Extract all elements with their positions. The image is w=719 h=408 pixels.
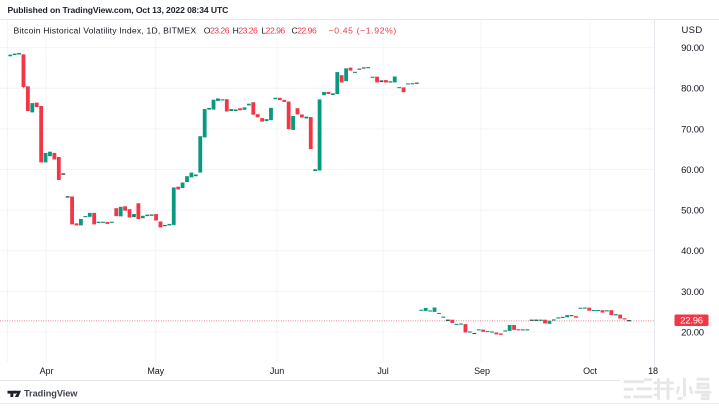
svg-text:Sep: Sep	[474, 366, 490, 376]
svg-text:Apr: Apr	[40, 366, 54, 376]
svg-text:22.96: 22.96	[680, 316, 703, 327]
svg-text:Jul: Jul	[377, 366, 388, 376]
svg-text:30.00: 30.00	[681, 287, 704, 298]
svg-text:40.00: 40.00	[681, 246, 704, 257]
svg-text:−0.45 (−1.92%): −0.45 (−1.92%)	[329, 25, 397, 35]
svg-text:C22.96: C22.96	[292, 25, 317, 35]
svg-text:70.00: 70.00	[681, 124, 704, 135]
svg-text:May: May	[147, 366, 164, 376]
svg-text:O23.26: O23.26	[204, 25, 230, 35]
svg-text:Published on TradingView.com,: Published on TradingView.com, Oct 13, 20…	[8, 5, 229, 15]
svg-text:L22.96: L22.96	[261, 25, 285, 35]
svg-text:Oct: Oct	[583, 366, 597, 376]
svg-text:60.00: 60.00	[681, 165, 704, 176]
svg-text:18: 18	[648, 366, 658, 376]
svg-text:Bitcoin Historical Volatility: Bitcoin Historical Volatility Index, 1D,…	[14, 25, 197, 35]
svg-text:USD: USD	[682, 25, 703, 36]
svg-text:20.00: 20.00	[681, 328, 704, 339]
svg-text:80.00: 80.00	[681, 84, 704, 95]
svg-text:TradingView: TradingView	[24, 388, 78, 398]
svg-text:Jun: Jun	[270, 366, 284, 376]
svg-text:H23.26: H23.26	[233, 25, 258, 35]
svg-text:50.00: 50.00	[681, 206, 704, 217]
svg-text:90.00: 90.00	[681, 43, 704, 54]
